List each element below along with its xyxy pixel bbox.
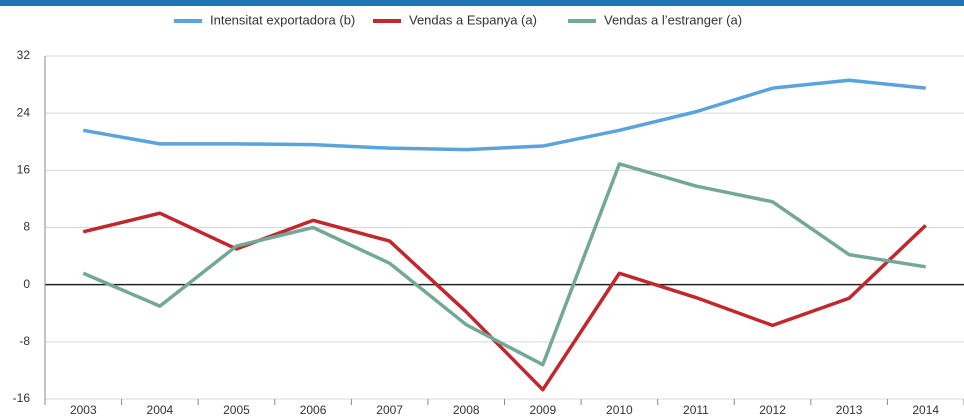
x-tick-label: 2007 [376,403,403,417]
x-tick-label: 2005 [223,403,250,417]
series-line [82,162,926,367]
y-tick-label: 32 [17,48,31,62]
legend-label: Vendas a Espanya (a) [409,12,537,27]
legend-label: Vendas a l’estranger (a) [604,12,742,27]
x-tick-label: 2013 [836,403,863,417]
x-tick-label: 2006 [300,403,327,417]
x-tick-label: 2008 [453,403,480,417]
series-line [82,78,926,152]
x-tick-label: 2011 [683,403,709,417]
x-tick-label: 2014 [912,403,939,417]
series-line [82,211,927,392]
x-tick-label: 2009 [529,403,556,417]
x-tick-label: 2004 [147,403,174,417]
y-tick-label: 16 [17,163,31,177]
y-tick-label: 8 [23,220,30,234]
y-tick-label: 0 [23,277,30,291]
y-tick-label: 24 [17,105,31,119]
y-tick-label: -16 [13,391,31,405]
y-tick-label: -8 [19,334,30,348]
x-tick-label: 2012 [759,403,786,417]
legend-label: Intensitat exportadora (b) [210,12,355,27]
top-bar [0,0,964,6]
x-tick-label: 2003 [70,403,97,417]
x-tick-label: 2010 [606,403,633,417]
legend: Intensitat exportadora (b) Vendas a Espan… [174,12,742,27]
